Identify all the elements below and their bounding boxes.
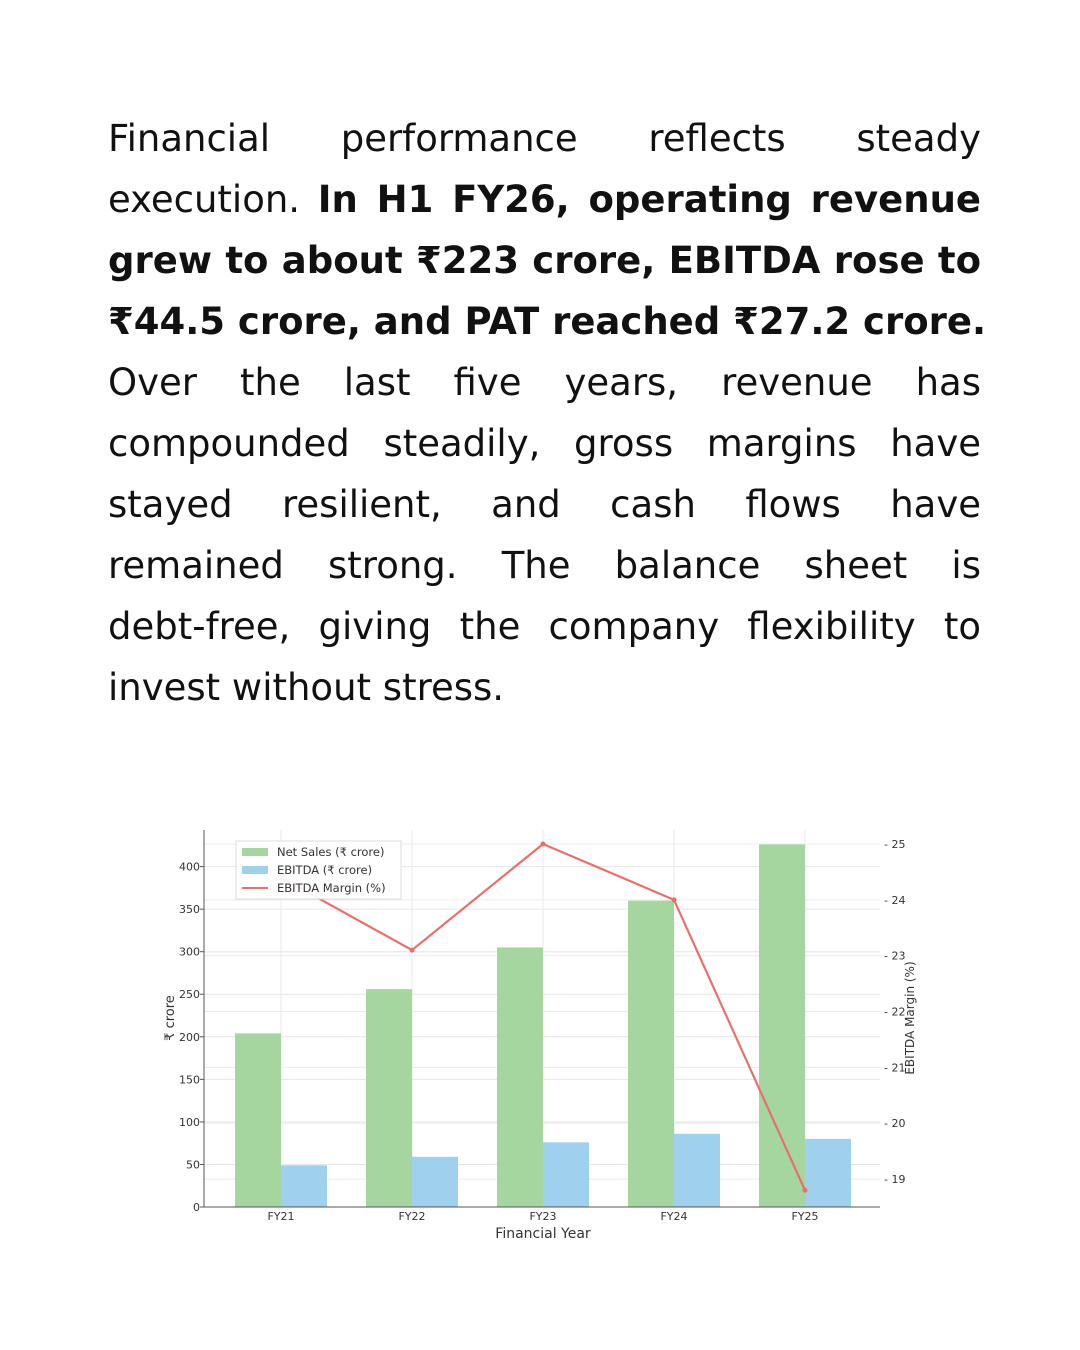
x-tick-label: FY25 bbox=[791, 1210, 818, 1223]
bar-ebitda bbox=[281, 1165, 327, 1207]
text: debt-free, giving the company flexibilit… bbox=[108, 605, 981, 648]
y2-tick-label: - 25 bbox=[884, 838, 905, 851]
text: invest without stress. bbox=[108, 666, 505, 709]
paragraph-line: debt-free, giving the company flexibilit… bbox=[108, 596, 981, 657]
paragraph-line: Over the last five years, revenue has bbox=[108, 352, 981, 413]
y-tick-label: 300 bbox=[179, 946, 200, 959]
bar-net-sales bbox=[759, 844, 805, 1207]
y2-tick-label: - 24 bbox=[884, 894, 905, 907]
margin-point bbox=[540, 841, 546, 847]
text: Over the last five years, revenue has bbox=[108, 361, 981, 404]
x-tick-label: FY24 bbox=[660, 1210, 687, 1223]
y-axis-label: ₹ crore bbox=[163, 995, 178, 1041]
bar-ebitda bbox=[674, 1133, 720, 1207]
bar-ebitda bbox=[805, 1138, 851, 1207]
text: compounded steadily, gross margins have bbox=[108, 422, 981, 465]
bar-net-sales bbox=[366, 989, 412, 1207]
bold-text: grew to about ₹223 crore, EBITDA rose to bbox=[108, 239, 981, 282]
paragraph-line: grew to about ₹223 crore, EBITDA rose to bbox=[108, 230, 981, 291]
y2-tick-label: - 22 bbox=[884, 1006, 905, 1019]
y-tick-label: 200 bbox=[179, 1031, 200, 1044]
paragraph-line: execution. In H1 FY26, operating revenue bbox=[108, 169, 981, 230]
y-tick-label: 350 bbox=[179, 903, 200, 916]
legend-label: EBITDA (₹ crore) bbox=[277, 863, 372, 877]
paragraph-line: remained strong. The balance sheet is bbox=[108, 535, 981, 596]
legend-label: Net Sales (₹ crore) bbox=[277, 845, 384, 859]
bold-text: ₹44.5 crore, and PAT reached ₹27.2 crore… bbox=[108, 300, 987, 343]
x-tick-label: FY21 bbox=[267, 1210, 294, 1223]
bar-net-sales bbox=[235, 1033, 281, 1207]
text: stayed resilient, and cash flows have bbox=[108, 483, 981, 526]
margin-point bbox=[802, 1187, 808, 1193]
y2-tick-label: - 20 bbox=[884, 1117, 905, 1130]
y2-tick-label: - 19 bbox=[884, 1173, 905, 1186]
y-tick-label: 400 bbox=[179, 861, 200, 874]
paragraph-line: ₹44.5 crore, and PAT reached ₹27.2 crore… bbox=[108, 291, 986, 352]
y-tick-label: 250 bbox=[179, 988, 200, 1001]
text: Financial performance reflects steady bbox=[108, 117, 981, 160]
x-tick-label: FY22 bbox=[398, 1210, 425, 1223]
y2-tick-label: - 21 bbox=[884, 1061, 905, 1074]
bar-ebitda bbox=[412, 1156, 458, 1207]
text: remained strong. The balance sheet is bbox=[108, 544, 981, 587]
legend-label: EBITDA Margin (%) bbox=[277, 881, 386, 895]
y2-tick-label: - 23 bbox=[884, 950, 905, 963]
margin-point bbox=[409, 947, 415, 953]
y-tick-label: 50 bbox=[186, 1158, 200, 1171]
text: execution. bbox=[108, 178, 318, 221]
body-paragraph: Financial performance reflects steady exe… bbox=[108, 108, 986, 718]
legend-swatch bbox=[242, 848, 268, 856]
x-axis-label: Financial Year bbox=[495, 1226, 591, 1242]
bar-ebitda bbox=[543, 1142, 589, 1207]
paragraph-line: invest without stress. bbox=[108, 657, 981, 718]
y-tick-label: 100 bbox=[179, 1116, 200, 1129]
paragraph-line: Financial performance reflects steady bbox=[108, 108, 981, 169]
y-tick-label: 0 bbox=[193, 1201, 200, 1214]
paragraph-line: stayed resilient, and cash flows have bbox=[108, 474, 981, 535]
x-tick-label: FY23 bbox=[529, 1210, 556, 1223]
bar-net-sales bbox=[497, 947, 543, 1207]
margin-point bbox=[671, 897, 677, 903]
y2-axis-label: EBITDA Margin (%) bbox=[903, 961, 917, 1074]
bold-text: In H1 FY26, operating revenue bbox=[317, 178, 982, 221]
paragraph-line: compounded steadily, gross margins have bbox=[108, 413, 981, 474]
bar-net-sales bbox=[628, 900, 674, 1207]
y-tick-label: 150 bbox=[179, 1073, 200, 1086]
legend-swatch bbox=[242, 866, 268, 874]
